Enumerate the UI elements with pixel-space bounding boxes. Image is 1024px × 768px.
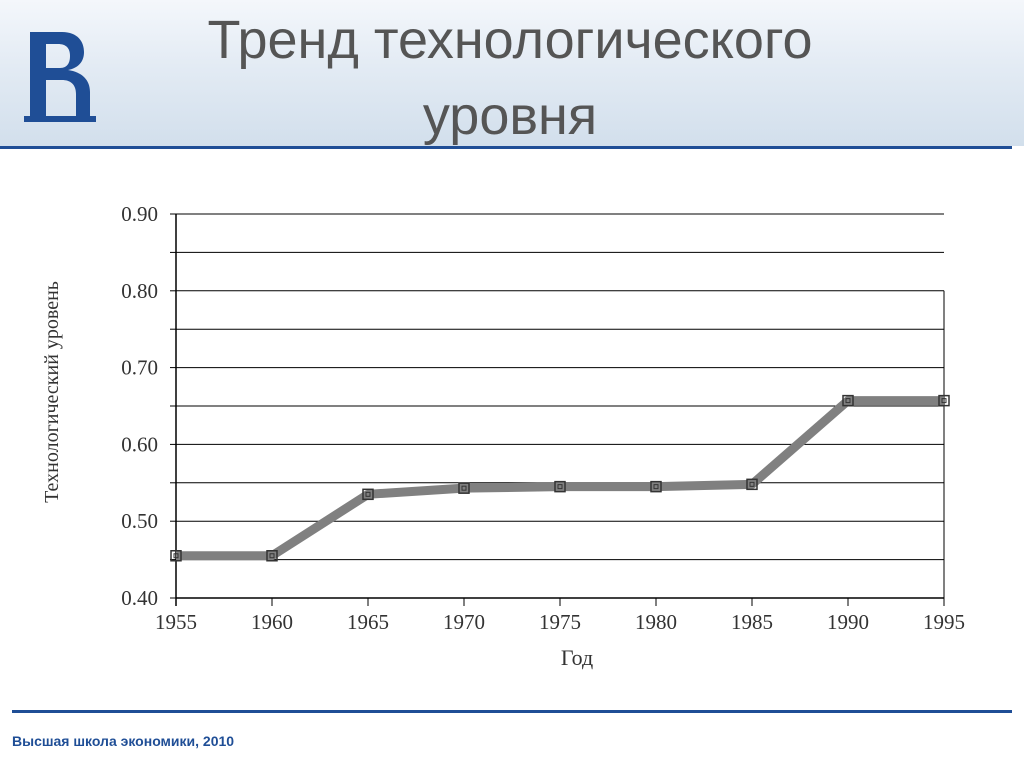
slide-title-line2: уровня <box>422 86 598 146</box>
slide-title-line1: Тренд технологического <box>207 10 813 70</box>
data-point-marker <box>458 482 470 494</box>
y-tick-labels: 0.40 0.50 0.60 0.70 0.80 0.90 <box>121 202 158 610</box>
footer-text: Высшая школа экономики, 2010 <box>12 733 235 749</box>
chart-grid <box>176 213 944 561</box>
data-point-marker-inner <box>365 491 371 497</box>
y-axis-title: Технологический уровень <box>41 281 63 503</box>
data-point-marker-inner <box>845 398 851 404</box>
data-point-marker <box>650 480 662 493</box>
data-point-marker <box>362 488 374 501</box>
header-band <box>0 0 1024 146</box>
header-divider <box>0 146 1012 149</box>
x-tick-label: 1960 <box>251 610 293 634</box>
x-tick-label: 1975 <box>539 610 581 634</box>
x-tick-label: 1970 <box>443 610 485 634</box>
data-point-marker <box>938 394 950 407</box>
data-point-marker <box>266 550 278 562</box>
y-tick-label: 0.90 <box>121 202 158 226</box>
data-point-marker-inner <box>461 485 467 491</box>
data-point-marker <box>746 478 758 491</box>
hse-logo-icon <box>24 32 96 122</box>
x-tick-label: 1985 <box>731 610 773 634</box>
line-chart: 0.40 0.50 0.60 0.70 0.80 0.90 1955 1960 1965 197… <box>41 202 965 670</box>
data-point-marker-inner <box>557 484 563 490</box>
data-point-marker <box>170 550 182 562</box>
x-tick-labels: 1955 1960 1965 1970 1975 1980 1985 1990 1995 <box>155 610 965 634</box>
x-tick-label: 1990 <box>827 610 869 634</box>
data-point-marker-inner <box>653 484 659 490</box>
data-point-marker <box>554 480 566 493</box>
x-tick-label: 1980 <box>635 610 677 634</box>
x-tick-label: 1965 <box>347 610 389 634</box>
x-axis-title: Год <box>561 645 593 670</box>
data-point-marker-inner <box>173 553 179 559</box>
data-point-marker-inner <box>749 481 755 487</box>
footer-divider <box>12 710 1012 713</box>
data-point-marker-inner <box>941 398 947 404</box>
y-tick-label: 0.80 <box>121 279 158 303</box>
data-point-marker <box>842 394 854 407</box>
slide-title: Тренд технологического уровня <box>150 2 870 154</box>
chart-axes <box>170 213 945 606</box>
y-tick-label: 0.60 <box>121 432 158 456</box>
x-tick-label: 1955 <box>155 610 197 634</box>
y-tick-label: 0.70 <box>121 356 158 380</box>
y-tick-label: 0.50 <box>121 509 158 533</box>
x-tick-label: 1995 <box>923 610 965 634</box>
series-group <box>170 394 950 562</box>
y-tick-label: 0.40 <box>121 586 158 610</box>
series-line <box>176 396 944 561</box>
data-point-marker-inner <box>269 553 275 559</box>
